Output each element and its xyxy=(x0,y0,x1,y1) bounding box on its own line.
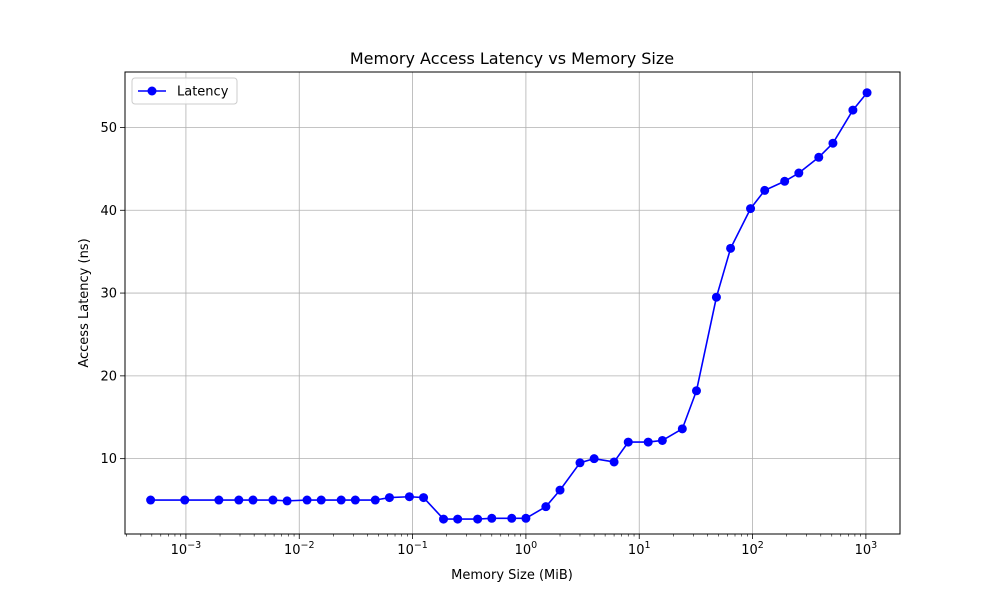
y-tick-label: 20 xyxy=(100,369,117,384)
x-tick-label: 100 xyxy=(515,540,538,558)
data-point xyxy=(180,495,190,505)
data-point xyxy=(589,454,599,464)
x-tick-label: 103 xyxy=(855,540,878,558)
x-axis: 10−3 10−2 10−1 100 101 102 103 xyxy=(126,534,878,558)
data-point xyxy=(643,437,653,447)
legend-box xyxy=(131,77,238,105)
x-tick-label: 10−3 xyxy=(171,540,202,558)
plot-frame xyxy=(124,71,901,535)
data-point xyxy=(336,495,346,505)
data-point xyxy=(384,493,394,503)
data-point xyxy=(248,495,258,505)
data-point xyxy=(555,485,565,495)
data-point xyxy=(350,495,360,505)
data-point xyxy=(487,513,497,523)
series-line xyxy=(150,92,868,520)
grid xyxy=(125,72,900,534)
chart-title: Memory Access Latency vs Memory Size xyxy=(350,49,674,68)
x-tick-label: 10−1 xyxy=(397,540,428,558)
data-point xyxy=(848,105,858,115)
data-point xyxy=(521,513,531,523)
data-point xyxy=(268,495,278,505)
y-axis: 10 20 30 40 50 xyxy=(100,121,125,467)
data-point xyxy=(780,176,790,186)
x-tick-label: 101 xyxy=(628,540,651,558)
data-point xyxy=(814,152,824,162)
y-tick-label: 10 xyxy=(100,452,117,467)
legend-label-latency: Latency xyxy=(177,85,229,100)
data-point xyxy=(214,495,224,505)
data-point xyxy=(691,386,701,396)
data-point xyxy=(862,88,872,98)
data-point xyxy=(302,495,312,505)
data-point xyxy=(146,495,156,505)
data-point xyxy=(404,492,414,502)
x-axis-label: Memory Size (MiB) xyxy=(451,568,573,583)
data-point xyxy=(370,495,380,505)
y-tick-label: 50 xyxy=(100,121,117,136)
data-point xyxy=(677,424,687,434)
data-point xyxy=(575,458,585,468)
data-point xyxy=(794,168,804,178)
data-point xyxy=(473,514,483,524)
data-point xyxy=(828,138,838,148)
x-tick-label: 102 xyxy=(741,540,764,558)
data-point xyxy=(726,243,736,253)
y-axis-label: Access Latency (ns) xyxy=(77,238,92,367)
x-tick-label: 10−2 xyxy=(284,540,315,558)
data-point xyxy=(760,185,770,195)
data-point xyxy=(316,495,326,505)
y-tick-label: 40 xyxy=(100,204,117,219)
data-point xyxy=(419,493,429,503)
data-point xyxy=(282,496,292,506)
data-point xyxy=(234,495,244,505)
data-point xyxy=(507,513,517,523)
data-point xyxy=(609,457,619,467)
data-point xyxy=(541,502,551,512)
legend-marker xyxy=(147,86,157,96)
series-latency xyxy=(146,88,872,524)
data-point xyxy=(439,514,449,524)
data-point xyxy=(623,437,633,447)
data-point xyxy=(711,292,721,302)
data-point xyxy=(657,435,667,445)
y-tick-label: 30 xyxy=(100,287,117,302)
data-point xyxy=(746,204,756,214)
legend: Latency xyxy=(131,77,238,105)
data-point xyxy=(453,514,463,524)
